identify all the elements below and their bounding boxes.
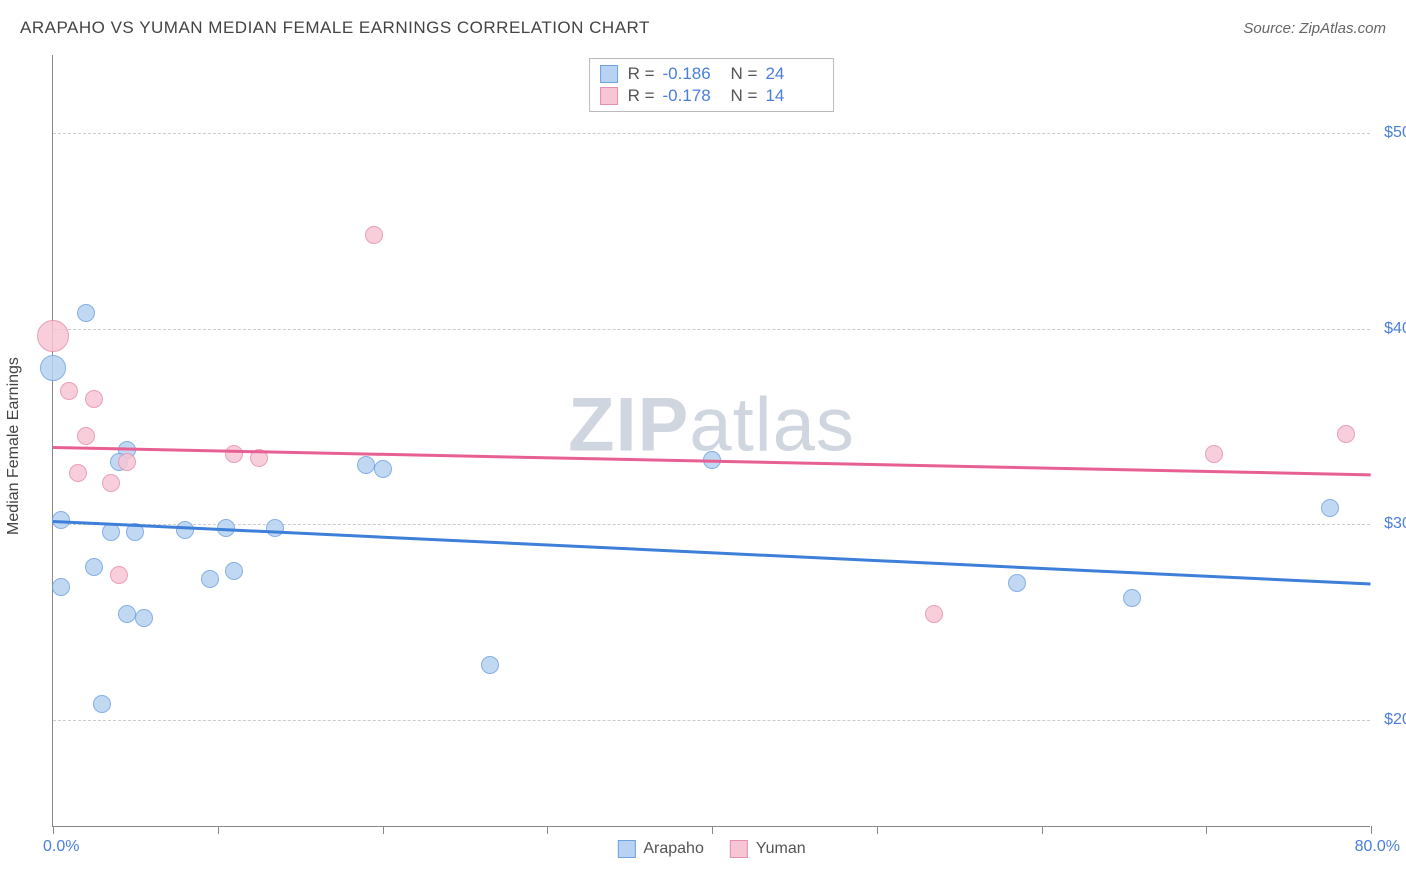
legend-row-arapaho: R = -0.186 N = 24 (600, 63, 824, 85)
data-point (1008, 574, 1026, 592)
y-axis-title: Median Female Earnings (5, 357, 23, 535)
x-tick (1371, 826, 1372, 834)
x-tick (383, 826, 384, 834)
data-point (1337, 425, 1355, 443)
source-attribution: Source: ZipAtlas.com (1243, 20, 1386, 37)
swatch-yuman-bottom (730, 840, 748, 858)
trend-line (53, 520, 1371, 585)
r-value-arapaho: -0.186 (663, 64, 721, 84)
y-tick-label: $50,000 (1384, 124, 1406, 142)
legend-item-arapaho: Arapaho (617, 840, 704, 858)
y-tick-label: $30,000 (1384, 515, 1406, 533)
data-point (77, 427, 95, 445)
y-tick-label: $40,000 (1384, 320, 1406, 338)
swatch-yuman (600, 87, 618, 105)
x-tick (218, 826, 219, 834)
x-axis-max-label: 80.0% (1355, 838, 1400, 856)
legend-row-yuman: R = -0.178 N = 14 (600, 85, 824, 107)
n-value-arapaho: 24 (765, 64, 823, 84)
data-point (85, 390, 103, 408)
data-point (1205, 445, 1223, 463)
x-tick (1206, 826, 1207, 834)
data-point (266, 519, 284, 537)
data-point (118, 605, 136, 623)
watermark-bold: ZIP (568, 383, 689, 468)
data-point (135, 609, 153, 627)
data-point (77, 304, 95, 322)
chart-title: ARAPAHO VS YUMAN MEDIAN FEMALE EARNINGS … (20, 18, 650, 38)
data-point (110, 566, 128, 584)
data-point (225, 562, 243, 580)
data-point (374, 460, 392, 478)
series-name-yuman: Yuman (756, 840, 806, 858)
r-value-yuman: -0.178 (663, 86, 721, 106)
data-point (93, 695, 111, 713)
n-value-yuman: 14 (765, 86, 823, 106)
swatch-arapaho-bottom (617, 840, 635, 858)
data-point (365, 226, 383, 244)
data-point (85, 558, 103, 576)
data-point (357, 456, 375, 474)
series-name-arapaho: Arapaho (643, 840, 704, 858)
gridline-h (53, 133, 1370, 134)
series-legend: Arapaho Yuman (617, 840, 805, 858)
data-point (69, 464, 87, 482)
legend-item-yuman: Yuman (730, 840, 806, 858)
correlation-legend: R = -0.186 N = 24 R = -0.178 N = 14 (589, 58, 835, 112)
data-point (102, 474, 120, 492)
data-point (481, 656, 499, 674)
n-label: N = (731, 64, 758, 84)
n-label: N = (731, 86, 758, 106)
data-point (37, 320, 69, 352)
x-tick (53, 826, 54, 834)
data-point (60, 382, 78, 400)
x-tick (712, 826, 713, 834)
data-point (118, 453, 136, 471)
r-label: R = (628, 64, 655, 84)
data-point (201, 570, 219, 588)
swatch-arapaho (600, 65, 618, 83)
data-point (1321, 499, 1339, 517)
x-axis-min-label: 0.0% (43, 838, 79, 856)
gridline-h (53, 524, 1370, 525)
data-point (925, 605, 943, 623)
source-label: Source: (1243, 20, 1295, 37)
x-tick (877, 826, 878, 834)
gridline-h (53, 720, 1370, 721)
scatter-plot-area: ZIPatlas R = -0.186 N = 24 R = -0.178 N … (52, 55, 1370, 827)
gridline-h (53, 329, 1370, 330)
data-point (1123, 589, 1141, 607)
data-point (225, 445, 243, 463)
data-point (176, 521, 194, 539)
y-tick-label: $20,000 (1384, 711, 1406, 729)
source-name: ZipAtlas.com (1299, 20, 1386, 37)
x-tick (547, 826, 548, 834)
r-label: R = (628, 86, 655, 106)
data-point (52, 578, 70, 596)
x-tick (1042, 826, 1043, 834)
chart-header: ARAPAHO VS YUMAN MEDIAN FEMALE EARNINGS … (20, 18, 1386, 38)
data-point (40, 355, 66, 381)
